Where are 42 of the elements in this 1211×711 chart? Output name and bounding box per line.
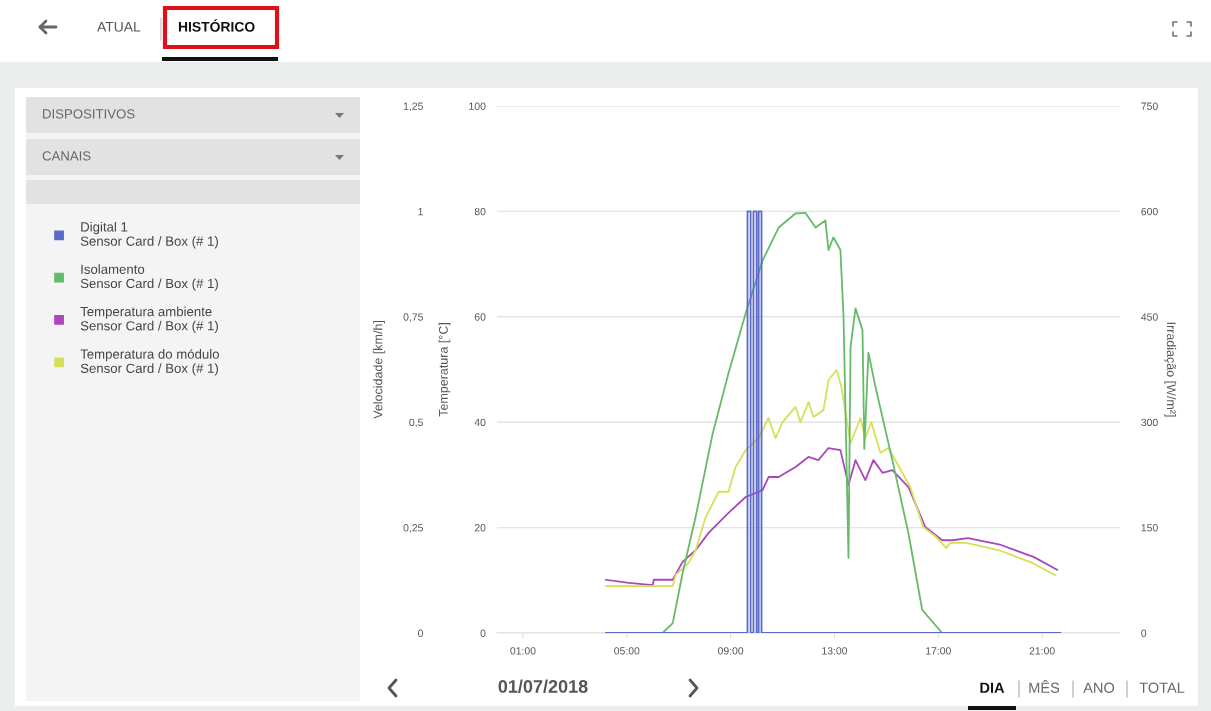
line-series: [605, 369, 1057, 588]
text: ATUAL: [97, 22, 141, 32]
text: DIA: [980, 682, 1005, 693]
y3-tick-label: 1,25: [403, 102, 423, 112]
y2-tick-label: 150: [1141, 524, 1158, 532]
x-tick-label: 13:00: [822, 647, 848, 655]
y3-tick-label: 0,75: [403, 313, 423, 322]
y-tick-label: 20: [474, 524, 486, 532]
text: ANO: [1083, 682, 1115, 693]
y-tick-label: 100: [469, 102, 486, 110]
legend-label: Temperatura do módulo Sensor Card / Box (# 1): [80, 348, 219, 376]
y3-tick-label: 1: [418, 208, 423, 216]
legend-label: Digital 1 Sensor Card / Box (# 1): [80, 221, 218, 249]
legend-label: Isolamento Sensor Card / Box (# 1): [80, 264, 218, 291]
y3-axis-title: Velocidade [km/h]: [373, 321, 385, 419]
y2-tick-label: 600: [1141, 207, 1158, 216]
y3-tick-label: 0: [418, 629, 423, 637]
x-tick-label: 17:00: [926, 647, 951, 655]
y2-axis-title: Irradiação [W/m²]: [1164, 322, 1177, 417]
y2-tick-label: 300: [1141, 418, 1158, 427]
y3-tick-label: 0,25: [403, 524, 423, 533]
text: MÊS: [1029, 680, 1060, 693]
y2-tick-label: 450: [1141, 313, 1158, 321]
y2-tick-label: 0: [1141, 629, 1147, 637]
y-axis-title: Temperatura [°C]: [438, 323, 451, 417]
y-tick-label: 0: [480, 629, 486, 637]
y-tick-label: 60: [474, 313, 486, 321]
line-series: [605, 447, 1059, 586]
text: CANAIS: [42, 151, 91, 161]
text: TOTAL: [1139, 682, 1185, 693]
y-tick-label: 40: [474, 418, 486, 427]
y-tick-label: 80: [474, 207, 486, 216]
y3-tick-label: 0,5: [409, 418, 423, 428]
x-tick-label: 05:00: [614, 647, 640, 655]
text: 01/07/2018: [498, 679, 588, 694]
y2-tick-label: 750: [1141, 102, 1158, 110]
x-tick-label: 09:00: [718, 647, 744, 655]
x-tick-label: 21:00: [1029, 647, 1055, 655]
x-tick-label: 01:00: [510, 647, 536, 655]
text: DISPOSITIVOS: [43, 109, 135, 119]
legend-label: Temperatura ambiente Sensor Card / Box (# 1): [80, 306, 218, 334]
text: HISTÓRICO: [178, 19, 255, 32]
